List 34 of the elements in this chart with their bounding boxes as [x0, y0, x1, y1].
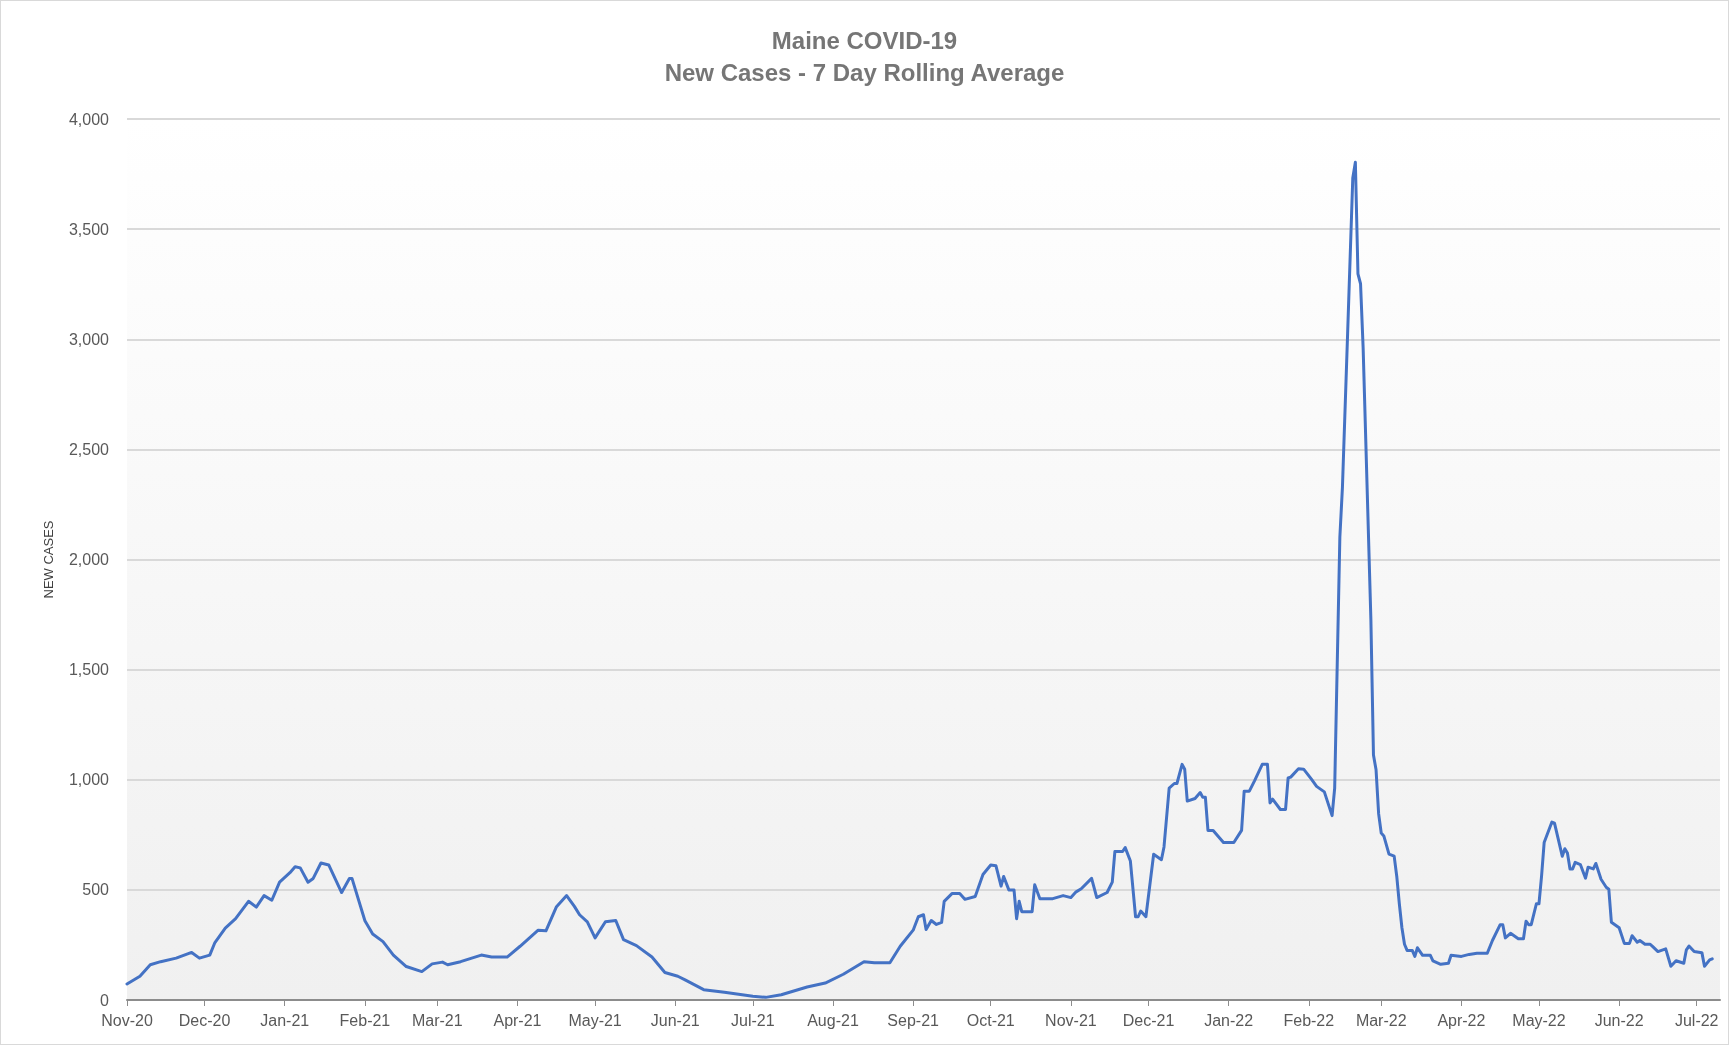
x-tick-label: Jul-22: [1674, 1011, 1719, 1029]
x-tick-label: Feb-21: [339, 1011, 391, 1029]
y-tick-label: 3,500: [68, 220, 110, 238]
x-tick-label: Dec-21: [1122, 1011, 1175, 1029]
x-tick-label: Jan-21: [260, 1011, 310, 1029]
x-tick-label: Nov-20: [101, 1011, 153, 1029]
x-tick-label: Dec-20: [178, 1011, 231, 1029]
x-tick-label: Apr-21: [493, 1011, 542, 1029]
chart-subtitle: New Cases - 7 Day Rolling Average: [664, 58, 1065, 86]
x-tick-label: Feb-22: [1283, 1011, 1335, 1029]
x-tick-label: May-22: [1512, 1011, 1566, 1029]
y-tick-label: 3,000: [68, 330, 110, 348]
y-axis-title: NEW CASES: [41, 520, 56, 599]
x-tick-label: Jan-22: [1204, 1011, 1254, 1029]
x-tick-label: Sep-21: [887, 1011, 940, 1029]
x-tick-label: May-21: [568, 1011, 622, 1029]
x-tick-label: Apr-22: [1437, 1011, 1486, 1029]
x-tick-label: Mar-21: [411, 1011, 463, 1029]
y-tick-label: 1,000: [68, 771, 110, 789]
y-tick-label: 4,000: [68, 110, 110, 128]
line-series: [125, 160, 1714, 999]
y-tick-label: 2,000: [68, 551, 110, 568]
x-tick-label: Aug-21: [807, 1011, 859, 1029]
chart-title: Maine COVID-19: [771, 26, 958, 54]
y-tick-label: 500: [82, 881, 110, 899]
x-tick-label: Jun-22: [1594, 1011, 1644, 1029]
y-tick-label: 0: [100, 991, 110, 1009]
x-tick-label: Jun-21: [650, 1011, 700, 1029]
x-tick-label: Mar-22: [1355, 1011, 1407, 1029]
x-tick-label: Jul-21: [731, 1011, 775, 1029]
x-tick-label: Nov-21: [1045, 1011, 1097, 1029]
y-tick-label: 2,500: [68, 440, 110, 458]
y-tick-label: 1,500: [68, 661, 110, 679]
x-tick-label: Oct-21: [966, 1011, 1015, 1029]
